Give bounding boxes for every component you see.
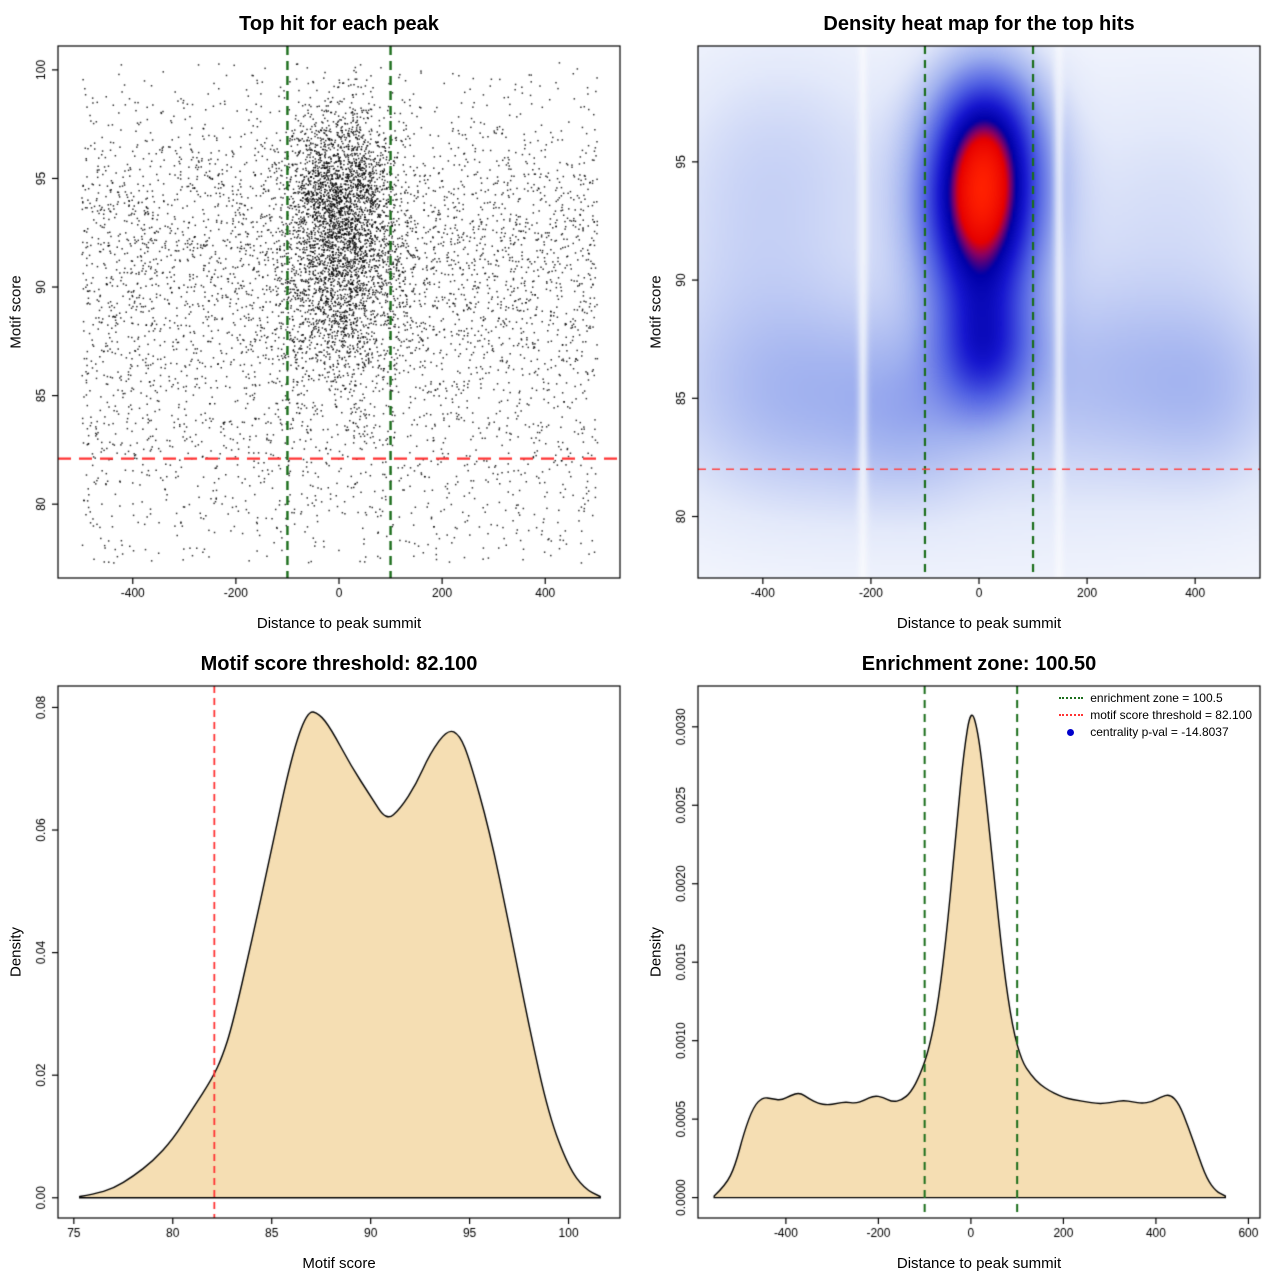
panel-motif-score-density: Motif score threshold: 82.100 Density Mo… [0, 640, 640, 1280]
red-dotted-line-icon [1059, 714, 1084, 716]
heatmap-canvas [640, 0, 1280, 640]
legend-label: motif score threshold = 82.100 [1090, 708, 1252, 722]
green-dotted-line-icon [1059, 697, 1084, 699]
motif-density-title: Motif score threshold: 82.100 [200, 653, 478, 675]
motif-density-ylabel: Density [7, 926, 25, 978]
legend-entry-centrality-pval: centrality p-val = -14.8037 [1059, 725, 1252, 739]
motif-density-canvas [0, 640, 640, 1280]
legend-label: enrichment zone = 100.5 [1090, 691, 1223, 705]
distance-density-canvas [640, 640, 1280, 1280]
scatter-ylabel: Motif score [7, 275, 25, 349]
legend-label: centrality p-val = -14.8037 [1090, 725, 1229, 739]
plot-legend: enrichment zone = 100.5 motif score thre… [1059, 688, 1252, 742]
motif-density-xlabel: Motif score [302, 1255, 376, 1272]
distance-density-ylabel: Density [647, 926, 665, 978]
panel-density-heatmap: Density heat map for the top hits Motif … [640, 0, 1280, 640]
heatmap-xlabel: Distance to peak summit [896, 615, 1062, 632]
distance-density-title: Enrichment zone: 100.50 [861, 653, 1097, 675]
panel-top-hit-scatter: Top hit for each peak Motif score Distan… [0, 0, 640, 640]
blue-dot-icon [1067, 728, 1075, 736]
distance-density-xlabel: Distance to peak summit [896, 1255, 1062, 1272]
scatter-plot-canvas [0, 0, 640, 640]
scatter-xlabel: Distance to peak summit [256, 615, 422, 632]
legend-entry-enrichment-zone: enrichment zone = 100.5 [1059, 691, 1252, 705]
legend-entry-score-threshold: motif score threshold = 82.100 [1059, 708, 1252, 722]
heatmap-title: Density heat map for the top hits [823, 13, 1135, 35]
scatter-title: Top hit for each peak [239, 13, 439, 35]
heatmap-ylabel: Motif score [647, 275, 665, 349]
panel-distance-density: Enrichment zone: 100.50 Density Distance… [640, 640, 1280, 1280]
